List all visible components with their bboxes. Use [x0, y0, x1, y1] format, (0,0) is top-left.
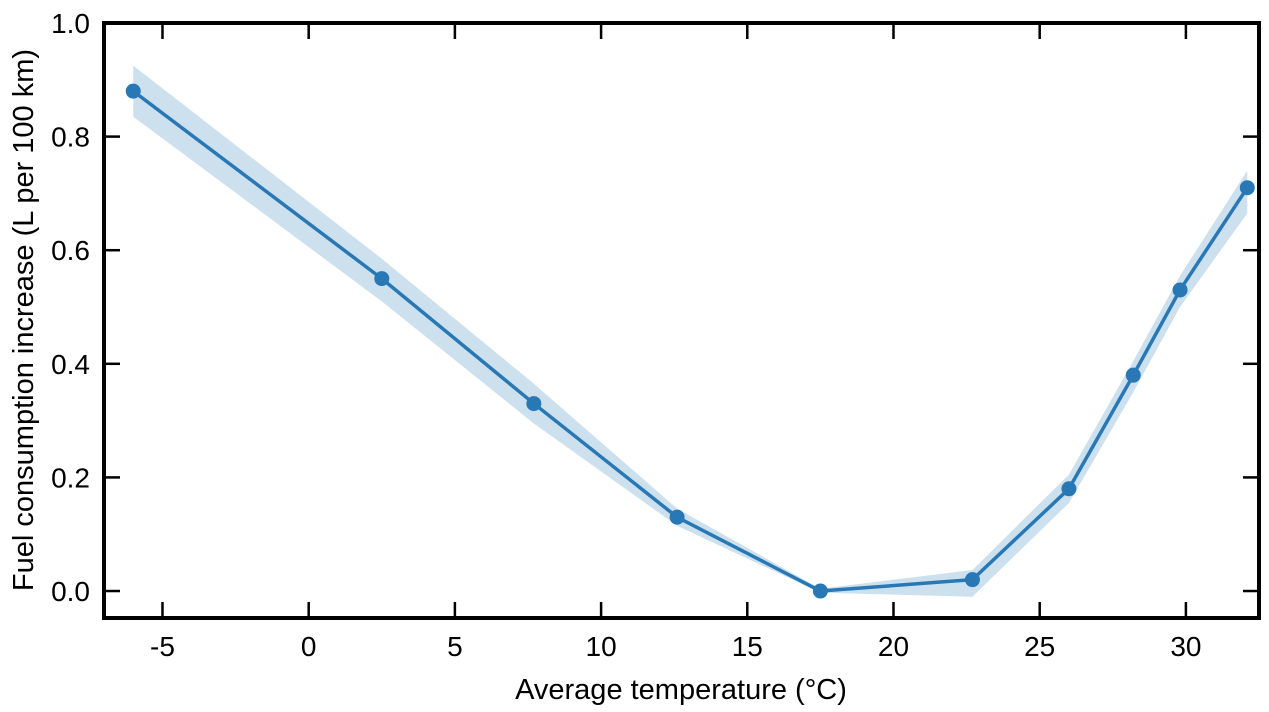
y-tick-label: 0.4 [51, 349, 90, 380]
x-tick-label: 10 [586, 631, 617, 662]
series-line [131, 89, 1250, 593]
data-point-marker [812, 583, 828, 599]
data-point-marker [669, 509, 685, 525]
x-tick-label: 5 [447, 631, 463, 662]
series-polyline [131, 89, 1250, 593]
confidence-band [133, 65, 1248, 597]
x-tick-label: 25 [1024, 631, 1055, 662]
y-tick-label: 0.2 [51, 462, 90, 493]
x-axis-label: Average temperature (°C) [515, 674, 847, 706]
data-point-marker [374, 271, 390, 287]
plot-border [102, 21, 1261, 620]
x-tick-label: -5 [150, 631, 175, 662]
x-tick-label: 15 [732, 631, 763, 662]
data-point-marker [964, 572, 980, 588]
y-tick-label: 0.0 [51, 576, 90, 607]
axes-spines [102, 21, 1261, 620]
data-point-marker [526, 396, 542, 412]
y-tick-label: 0.6 [51, 235, 90, 266]
data-point-marker [1239, 180, 1255, 196]
confidence-band-area [133, 65, 1248, 597]
data-point-marker [1125, 367, 1141, 383]
x-tick-label: 0 [301, 631, 317, 662]
y-tick-label: 1.0 [51, 8, 90, 39]
y-tick-label: 0.8 [51, 122, 90, 153]
axis-ticks [106, 21, 1257, 616]
data-points [125, 83, 1255, 599]
data-point-marker [125, 83, 141, 99]
tick-labels: -5 0 5 10 15 20 25 30 0.0 0.2 0.4 0.6 0.8 1.0 [51, 8, 1201, 662]
x-tick-label: 20 [878, 631, 909, 662]
data-point-marker [1172, 282, 1188, 298]
data-point-marker [1061, 481, 1077, 497]
x-tick-label: 30 [1170, 631, 1201, 662]
y-axis-label: Fuel consumption increase (L per 100 km) [8, 49, 40, 591]
